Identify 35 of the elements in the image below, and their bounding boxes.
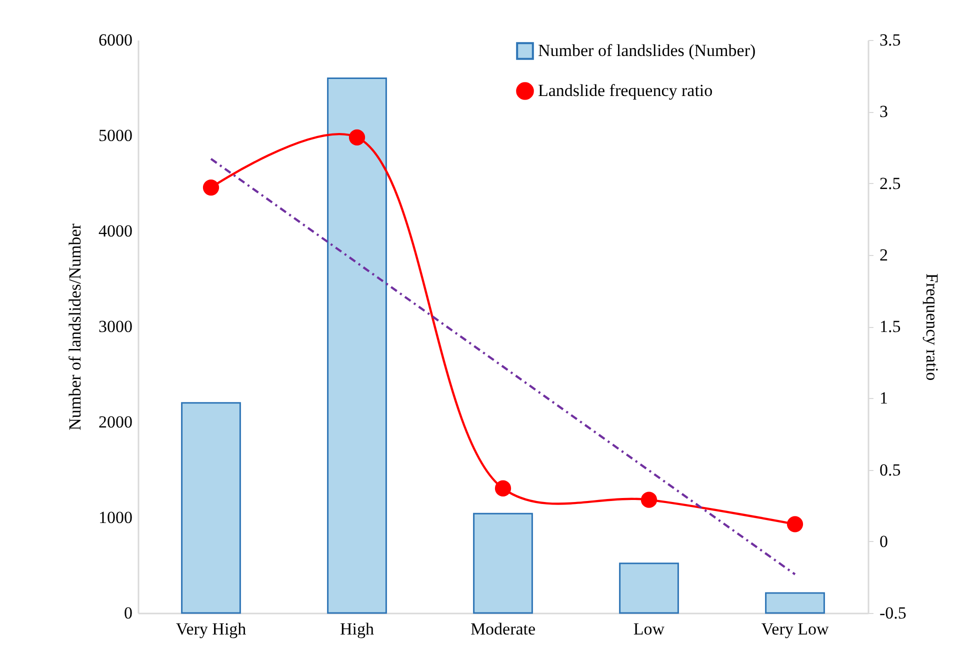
point xyxy=(640,492,658,508)
x-tick-label: Very High xyxy=(176,620,247,638)
legend-label: Landslide frequency ratio xyxy=(538,81,713,100)
point xyxy=(202,179,220,196)
y2-tick-label: 3 xyxy=(880,102,888,122)
y-tick-label: 0 xyxy=(124,604,132,622)
x-tick-label: Moderate xyxy=(470,620,536,638)
x-tick-label: Low xyxy=(633,620,666,638)
y2-tick-label: 1.5 xyxy=(880,317,901,336)
legend-label: Number of landslides (Number) xyxy=(538,41,756,60)
bar xyxy=(619,562,679,614)
point xyxy=(494,480,512,496)
point xyxy=(786,516,804,532)
x-tick-label: Very Low xyxy=(761,620,830,638)
bar xyxy=(181,402,241,614)
y-tick-label: 3000 xyxy=(98,317,132,336)
bar xyxy=(473,512,533,614)
y-axis-title: Number of landslides/Number xyxy=(66,223,84,430)
x-tick-label: High xyxy=(340,620,374,638)
y2-tick-label: 3.5 xyxy=(880,30,901,50)
y-tick-label: 6000 xyxy=(98,30,132,50)
y-tick-label: 4000 xyxy=(98,222,132,240)
y-tick-label: 5000 xyxy=(98,126,132,145)
y-tick-label: 1000 xyxy=(98,508,132,527)
y2-tick-label: 0.5 xyxy=(880,460,901,480)
y2-tick-label: 0 xyxy=(880,532,888,551)
bar xyxy=(765,592,825,614)
y2-axis-title: Frequency ratio xyxy=(922,273,942,381)
point xyxy=(348,129,366,146)
y2-tick-label: 2.5 xyxy=(880,174,901,193)
y2-tick-label: 1 xyxy=(880,388,888,408)
y2-tick-label: 2 xyxy=(880,245,888,264)
bar xyxy=(327,77,387,614)
y2-tick-label: -0.5 xyxy=(880,604,906,622)
y-tick-label: 2000 xyxy=(98,412,132,432)
